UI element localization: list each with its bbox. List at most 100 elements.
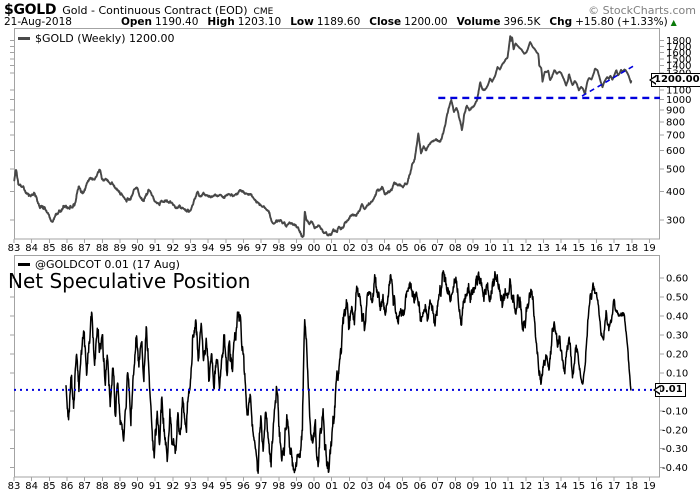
quote-low: Low 1189.60 xyxy=(290,16,361,28)
legend-line-icon xyxy=(18,263,30,266)
current-price-box: 1200.00 xyxy=(649,73,700,87)
cot-annotation: Net Speculative Position xyxy=(8,269,251,293)
svg-text:800: 800 xyxy=(666,117,685,128)
svg-text:84: 84 xyxy=(25,243,38,254)
svg-text:96: 96 xyxy=(237,481,250,492)
svg-text:600: 600 xyxy=(666,146,685,157)
svg-text:92: 92 xyxy=(166,481,179,492)
svg-text:91: 91 xyxy=(149,481,162,492)
svg-text:11: 11 xyxy=(502,481,515,492)
svg-text:0.50: 0.50 xyxy=(666,292,688,303)
svg-text:1000: 1000 xyxy=(666,95,691,106)
svg-text:90: 90 xyxy=(131,243,144,254)
svg-text:-0.20: -0.20 xyxy=(662,425,688,436)
svg-text:18: 18 xyxy=(625,243,638,254)
svg-text:09: 09 xyxy=(467,243,480,254)
exchange-label: CME xyxy=(253,7,274,17)
svg-text:12: 12 xyxy=(519,243,532,254)
quote-high: High 1203.10 xyxy=(207,16,282,28)
svg-text:04: 04 xyxy=(378,481,391,492)
svg-text:16: 16 xyxy=(590,243,603,254)
chart-header: $GOLD Gold - Continuous Contract (EOD) C… xyxy=(4,2,696,18)
quote-close: Close 1200.00 xyxy=(369,16,448,28)
svg-text:0.20: 0.20 xyxy=(666,349,688,360)
svg-text:19: 19 xyxy=(643,481,656,492)
svg-text:400: 400 xyxy=(666,187,685,198)
svg-text:97: 97 xyxy=(255,243,268,254)
svg-text:17: 17 xyxy=(608,243,621,254)
svg-text:02: 02 xyxy=(343,481,356,492)
svg-text:15: 15 xyxy=(572,243,585,254)
svg-text:86: 86 xyxy=(61,481,74,492)
svg-text:0.10: 0.10 xyxy=(666,368,688,379)
svg-text:300: 300 xyxy=(666,216,685,227)
svg-text:16: 16 xyxy=(590,481,603,492)
svg-text:96: 96 xyxy=(237,243,250,254)
svg-text:00: 00 xyxy=(308,481,321,492)
svg-text:90: 90 xyxy=(131,481,144,492)
svg-text:94: 94 xyxy=(202,243,215,254)
svg-text:1800: 1800 xyxy=(666,36,691,47)
svg-text:93: 93 xyxy=(184,481,197,492)
quote-date: 21-Aug-2018 xyxy=(4,16,72,28)
svg-text:95: 95 xyxy=(219,481,232,492)
svg-text:-0.40: -0.40 xyxy=(662,463,688,474)
current-cot-box: 0.01 xyxy=(653,383,686,397)
symbol: $GOLD xyxy=(4,2,57,18)
quote-change: Chg +15.80 (+1.33%) xyxy=(549,16,668,28)
svg-text:0.40: 0.40 xyxy=(666,311,688,322)
svg-text:06: 06 xyxy=(414,481,427,492)
svg-text:88: 88 xyxy=(96,481,109,492)
svg-text:09: 09 xyxy=(467,481,480,492)
copyright: © StockCharts.com xyxy=(588,4,696,17)
svg-text:06: 06 xyxy=(414,243,427,254)
svg-text:99: 99 xyxy=(290,481,303,492)
svg-text:01: 01 xyxy=(325,243,338,254)
svg-text:12: 12 xyxy=(519,481,532,492)
svg-text:1700: 1700 xyxy=(666,42,691,53)
svg-text:0.60: 0.60 xyxy=(666,274,688,285)
svg-text:07: 07 xyxy=(431,243,444,254)
svg-text:86: 86 xyxy=(61,243,74,254)
svg-text:11: 11 xyxy=(502,243,515,254)
svg-text:13: 13 xyxy=(537,481,550,492)
svg-text:85: 85 xyxy=(43,481,56,492)
svg-text:10: 10 xyxy=(484,481,497,492)
svg-text:14: 14 xyxy=(555,481,568,492)
symbol-description: Gold - Continuous Contract (EOD) xyxy=(62,4,248,17)
svg-text:85: 85 xyxy=(43,243,56,254)
svg-text:99: 99 xyxy=(290,243,303,254)
svg-text:93: 93 xyxy=(184,243,197,254)
quote-open: Open 1190.40 xyxy=(120,16,199,28)
svg-text:500: 500 xyxy=(666,164,685,175)
svg-text:05: 05 xyxy=(396,481,409,492)
svg-text:03: 03 xyxy=(361,481,374,492)
svg-text:00: 00 xyxy=(308,243,321,254)
svg-text:89: 89 xyxy=(114,243,127,254)
svg-text:1600: 1600 xyxy=(666,48,691,59)
svg-text:17: 17 xyxy=(608,481,621,492)
legend-line-icon xyxy=(18,37,30,40)
svg-text:18: 18 xyxy=(625,481,638,492)
svg-text:98: 98 xyxy=(272,481,285,492)
svg-text:14: 14 xyxy=(555,243,568,254)
cot-legend-label: @GOLDCOT 0.01 (17 Aug) xyxy=(35,258,180,271)
svg-text:84: 84 xyxy=(25,481,38,492)
svg-text:87: 87 xyxy=(78,481,91,492)
svg-text:04: 04 xyxy=(378,243,391,254)
svg-text:88: 88 xyxy=(96,243,109,254)
svg-text:91: 91 xyxy=(149,243,162,254)
quote-volume: Volume 396.5K xyxy=(456,16,541,28)
price-legend-label: $GOLD (Weekly) 1200.00 xyxy=(35,32,175,45)
svg-text:05: 05 xyxy=(396,243,409,254)
svg-text:95: 95 xyxy=(219,243,232,254)
svg-text:98: 98 xyxy=(272,243,285,254)
svg-text:01: 01 xyxy=(325,481,338,492)
svg-text:10: 10 xyxy=(484,243,497,254)
svg-text:0.30: 0.30 xyxy=(666,330,688,341)
svg-text:92: 92 xyxy=(166,243,179,254)
price-chart-legend: $GOLD (Weekly) 1200.00 xyxy=(18,32,175,45)
svg-text:97: 97 xyxy=(255,481,268,492)
